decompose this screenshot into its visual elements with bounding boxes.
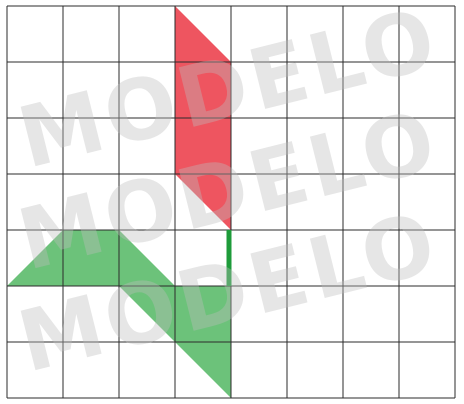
watermark-layer: MODELO MODELO MODELO (9, 0, 448, 391)
